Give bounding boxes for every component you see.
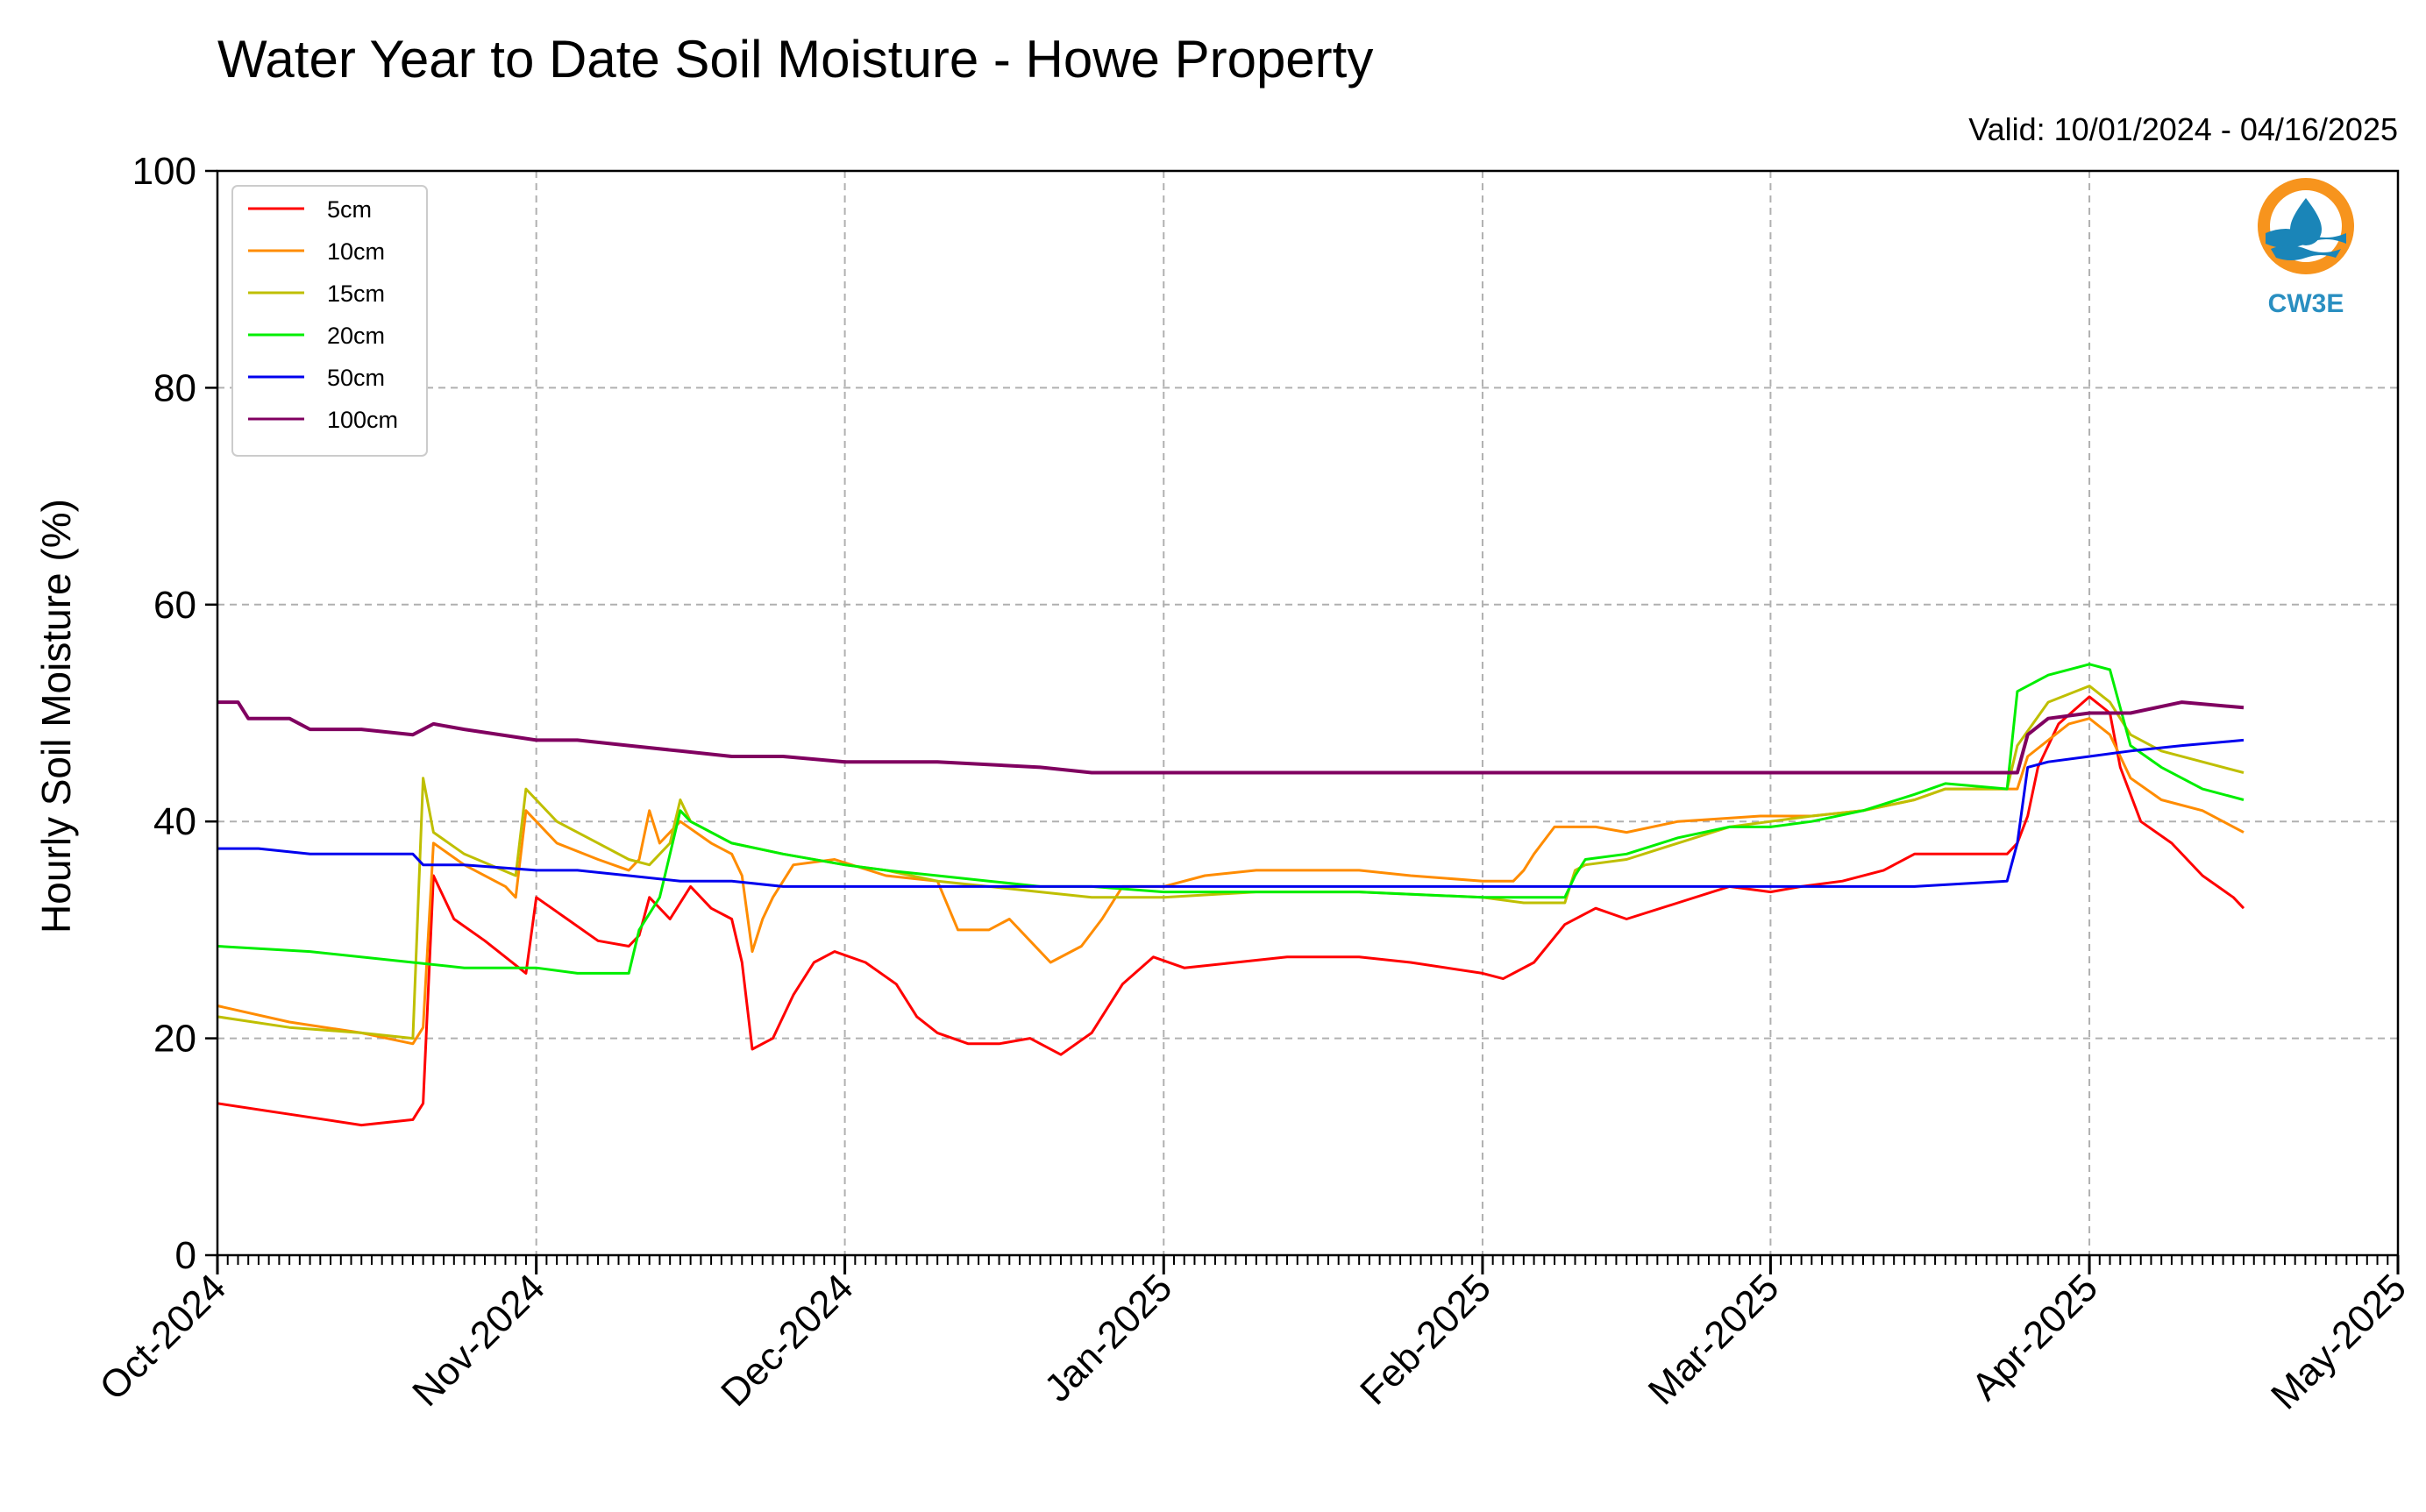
logo-text: CW3E: [2268, 289, 2344, 318]
legend-label: 15cm: [327, 280, 385, 307]
x-tick-label: Dec-2024: [713, 1266, 862, 1415]
legend-label: 50cm: [327, 365, 385, 391]
x-tick-label: Apr-2025: [1963, 1266, 2106, 1409]
x-axis: Oct-2024 Nov-2024 Dec-2024 Jan-2025 Feb-2025…: [91, 1255, 2415, 1417]
series-line-10cm: [217, 717, 2245, 1046]
y-axis-label: Hourly Soil Moisture (%): [33, 499, 79, 933]
x-tick-label: Feb-2025: [1352, 1266, 1499, 1413]
x-tick-label: Jan-2025: [1036, 1266, 1180, 1409]
x-tick-label: May-2025: [2263, 1266, 2415, 1417]
x-tick-label: Mar-2025: [1640, 1266, 1788, 1413]
series-line-100cm: [217, 700, 2245, 775]
legend-label: 10cm: [327, 238, 385, 265]
legend: 5cm 10cm 15cm 20cm 50cm 100cm: [231, 185, 428, 457]
y-tick-label: 60: [153, 584, 196, 627]
series-line-50cm: [217, 738, 2245, 888]
series-line-20cm: [217, 663, 2245, 975]
x-tick-label: Nov-2024: [404, 1266, 553, 1415]
legend-label: 20cm: [327, 323, 385, 349]
y-tick-label: 80: [153, 366, 196, 409]
legend-label: 5cm: [327, 196, 372, 223]
series-line-5cm: [217, 695, 2245, 1127]
cw3e-logo: CW3E: [2258, 178, 2354, 318]
y-tick-label: 0: [175, 1234, 196, 1277]
legend-box: [231, 185, 428, 457]
x-tick-label: Oct-2024: [91, 1266, 234, 1409]
x-minor-ticks: [217, 1255, 2399, 1265]
y-axis: 0 20 40 60 80 100: [132, 150, 217, 1277]
logo-wave-icon-lower: [2271, 245, 2341, 260]
legend-label: 100cm: [327, 407, 398, 433]
series-lines: [217, 663, 2245, 1127]
y-tick-label: 20: [153, 1018, 196, 1061]
chart-subtitle: Valid: 10/01/2024 - 04/16/2025: [1968, 111, 2398, 147]
logo-ring-icon: [2258, 178, 2354, 274]
y-tick-label: 40: [153, 800, 196, 843]
y-tick-label: 100: [132, 150, 196, 193]
chart-title: Water Year to Date Soil Moisture - Howe …: [217, 30, 1373, 89]
logo-drop-icon: [2290, 198, 2322, 245]
